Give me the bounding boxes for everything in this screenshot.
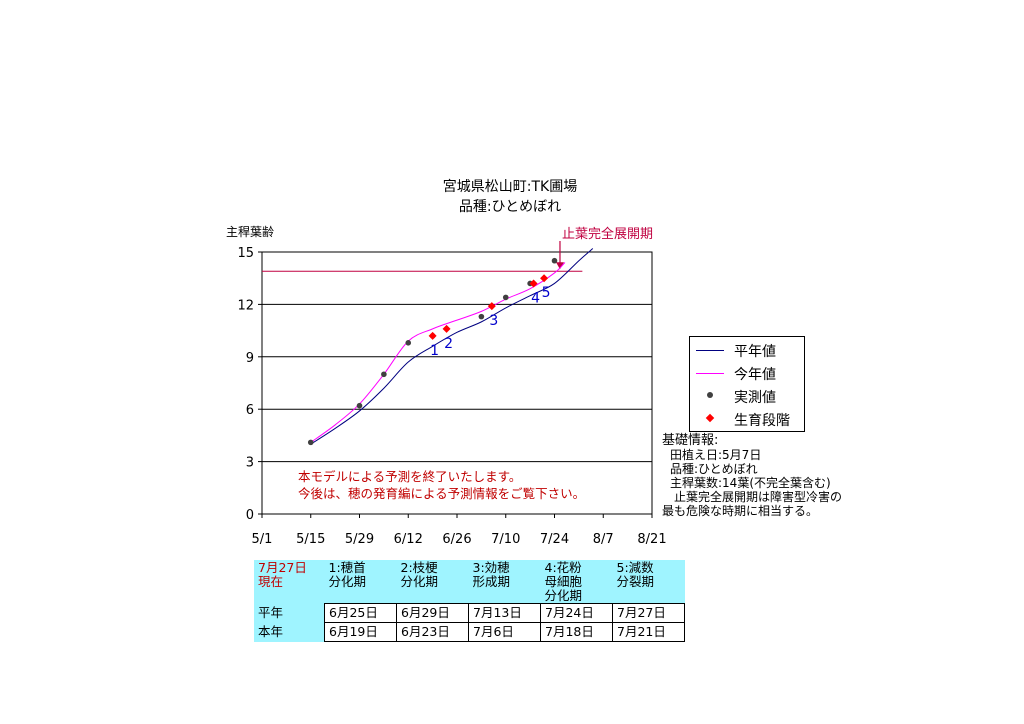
x-tick-label: 7/24 [540,532,569,547]
y-tick-label: 9 [246,351,254,366]
x-tick-label: 8/21 [637,532,666,547]
series-marks: 1 2 3 4 5 [307,257,558,446]
legend-label-this-year: 今年値 [734,367,776,383]
row-label-normal: 平年 [254,603,325,623]
legend-label-stage: 生育段階 [734,413,790,429]
table-cell: 7月27日 [612,603,685,623]
stage-header-4: 4:花粉 母細胞 分化期 [540,560,613,604]
chart-svg: 1 2 3 4 5 0 3 6 9 12 15 5/1 5/15 5/29 6/12 6/26 7/10 7/2… [237,241,667,547]
info-leaves: 主稈葉数:14葉(不完全葉含む) [670,476,831,490]
x-tick-label: 7/10 [491,532,520,547]
notice-line-1: 本モデルによる予測を終了いたします。 [298,469,522,484]
stage-point [529,279,538,288]
x-tick-label: 5/1 [252,532,273,547]
grid [262,303,652,463]
notice: 本モデルによる予測を終了いたします。 今後は、穂の発育編による予測情報をご覧下さ… [298,468,585,502]
table-cell: 6月29日 [396,603,469,623]
stage-point [487,302,496,311]
stage-table-header: 7月27日 現在 1:穂首 分化期 2:枝梗 分化期 3:効穂 形成期 4:花粉 母細胞… [254,560,685,604]
notice-line-2: 今後は、穂の発育編による予測情報をご覧下さい。 [298,486,586,501]
flag-leaf-arrowhead [555,262,564,270]
x-tick-label: 8/7 [593,532,614,547]
info-note-1: 止葉完全展開期は障害型冷害の [674,490,843,504]
chart-title-line1: 宮城県松山町:TK圃場 [442,179,578,195]
table-corner: 7月27日 現在 [254,560,325,604]
stage-point [540,274,549,283]
stage-point [442,324,451,333]
measured-point [381,371,387,378]
row-label-this-year: 本年 [254,622,325,642]
table-cell: 6月19日 [324,622,397,642]
stage-label: 4 [531,290,540,306]
axes [258,251,653,518]
stage-header-2: 2:枝梗 分化期 [396,560,469,604]
table-cell: 6月25日 [324,603,397,623]
stage-point [428,331,437,340]
basic-info: 基礎情報: 田植え日:5月7日 品種:ひとめぼれ 主稈葉数:14葉(不完全葉含む… [662,433,843,519]
legend-label-normal: 平年値 [734,344,776,360]
stage-label: 3 [489,313,498,329]
legend-swatch-normal [696,350,724,351]
stage-label: 2 [444,336,453,352]
legend: 平年値 今年値 実測値 生育段階 [689,336,805,432]
flag-leaf-label: 止葉完全展開期 [562,227,654,242]
table-cell: 7月21日 [612,622,685,642]
x-tick-label: 5/15 [296,532,325,547]
corner-date: 7月27日 [258,560,307,575]
y-tick-label: 3 [246,456,254,471]
info-variety: 品種:ひとめぼれ [670,462,758,476]
table-cell: 6月23日 [396,622,469,642]
legend-item-stage: 生育段階 [690,408,804,430]
stage-table: 7月27日 現在 1:穂首 分化期 2:枝梗 分化期 3:効穂 形成期 4:花粉 母細胞… [254,560,685,642]
y-tick-label: 12 [237,298,254,313]
corner-now: 現在 [258,574,284,589]
legend-item-measured: 実測値 [690,385,804,407]
table-cell: 7月24日 [540,603,613,623]
measured-point [478,313,485,320]
legend-item-normal: 平年値 [690,339,804,361]
measured-point [356,402,363,409]
y-tick-label: 6 [246,403,254,418]
table-cell: 7月13日 [468,603,541,623]
stage-header-1: 1:穂首 分化期 [324,560,397,604]
stage-label: 5 [542,285,551,301]
x-tick-label: 5/29 [345,532,374,547]
measured-point [405,340,412,346]
stage-header-5: 5:減数 分裂期 [612,560,685,604]
legend-swatch-this-year [696,373,724,374]
y-tick-label: 0 [246,508,254,523]
chart-title-line2: 品種:ひとめぼれ [458,199,562,215]
stage-header-3: 3:効穂 形成期 [468,560,541,604]
legend-dot-icon [707,392,713,398]
legend-item-this-year: 今年値 [690,362,804,384]
legend-diamond-icon [705,413,715,423]
measured-point [307,439,314,446]
measured-point [551,257,558,264]
table-cell: 7月6日 [468,622,541,642]
series-lines [262,241,594,445]
info-heading: 基礎情報: [662,433,719,448]
x-tick-label: 6/12 [394,532,423,547]
x-tick-label: 6/26 [442,532,471,547]
table-cell: 7月18日 [540,622,613,642]
table-row: 平年 6月25日 6月29日 7月13日 7月24日 7月27日 [254,603,685,623]
stage-label: 1 [430,343,439,359]
info-note-2: 最も危険な時期に相当する。 [662,504,819,518]
y-tick-label: 15 [237,246,254,261]
y-axis-label: 主稈葉齢 [226,225,275,239]
legend-label-measured: 実測値 [734,390,776,406]
measured-point [502,294,509,301]
series-line-0 [310,248,594,445]
info-planting: 田植え日:5月7日 [670,448,762,462]
table-row: 本年 6月19日 6月23日 7月6日 7月18日 7月21日 [254,622,685,642]
